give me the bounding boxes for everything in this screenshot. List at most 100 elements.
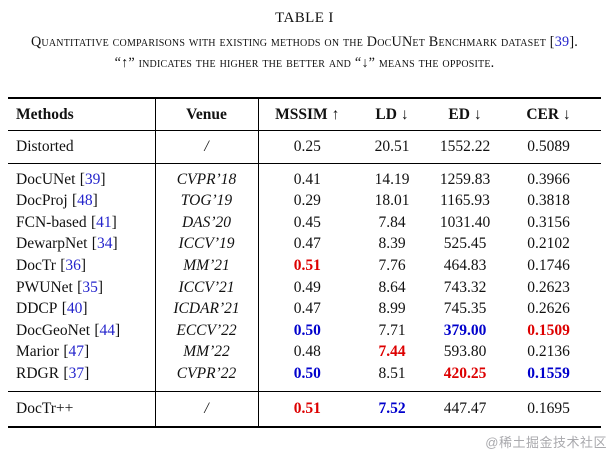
ed-value: 420.25 [443, 364, 487, 382]
ld-value: 7.71 [378, 321, 406, 339]
cer-value: 0.2102 [527, 235, 570, 253]
ours-group: DocTr++ / 0.51 7.52 447.47 0.1695 [8, 391, 601, 428]
cite-close-bracket: ] [92, 192, 98, 210]
table-caption: Quantitative comparisons with existing m… [27, 32, 583, 74]
method-name-cell: Marior [47] [8, 341, 155, 363]
method-name: FCN-based [16, 213, 87, 231]
citation-link[interactable]: 47 [68, 343, 85, 361]
table-row: DDCP [40] ICDAR’21 0.47 8.99 745.35 0.262… [8, 298, 601, 320]
ed-value: 1031.40 [439, 213, 491, 231]
ld-value: 8.39 [378, 235, 406, 253]
ld-value: 18.01 [374, 192, 410, 210]
up-arrow-icon: ↑ [331, 106, 340, 123]
header-ld: LD ↓ [356, 98, 428, 131]
cite-open-bracket: [ [79, 170, 85, 188]
citation-link[interactable]: 39 [84, 170, 101, 188]
header-ed-label: ED [448, 106, 470, 123]
venue-cell: CVPR’22 [154, 362, 259, 392]
header-mssim: MSSIM ↑ [258, 98, 356, 131]
table-row-doctrpp: DocTr++ / 0.51 7.52 447.47 0.1695 [8, 391, 601, 428]
cite-open-bracket: [ [60, 256, 66, 274]
citation-link[interactable]: 35 [82, 278, 98, 296]
watermark: @稀土掘金技术社区 [485, 435, 607, 450]
ed-value: 593.80 [443, 343, 487, 361]
method-name-cell: DDCP [40] [8, 298, 155, 320]
citation-link[interactable]: 40 [66, 300, 83, 318]
citation-link[interactable]: 44 [99, 321, 116, 339]
mssim-value: 0.47 [293, 300, 321, 318]
ld-value: 8.64 [378, 278, 406, 296]
mssim-value: 0.49 [293, 278, 321, 296]
citation-link[interactable]: 37 [68, 364, 85, 382]
header-cer-label: CER [526, 106, 560, 123]
citation-link[interactable]: 41 [96, 213, 112, 231]
ed-value: 743.32 [443, 278, 487, 296]
ed-value: 1165.93 [440, 192, 490, 210]
method-name: DocGeoNet [16, 321, 91, 339]
mssim-value: 0.51 [293, 399, 321, 417]
cite-close-bracket: ] [84, 364, 90, 382]
header-mssim-label: MSSIM [275, 106, 328, 123]
cite-open-bracket: [ [94, 321, 100, 339]
citation-link[interactable]: 48 [77, 192, 93, 210]
citation-link[interactable]: 39 [554, 34, 570, 50]
cite-open-bracket: [ [91, 235, 97, 253]
citation-link[interactable]: 34 [96, 235, 113, 253]
ed-value: 1259.83 [439, 170, 491, 188]
table-row: FCN-based [41] DAS’20 0.45 7.84 1031.40 0… [8, 211, 601, 234]
header-methods: Methods [16, 106, 74, 123]
cite-open-bracket: [ [72, 192, 78, 210]
method-name-cell: RDGR [37] [8, 363, 155, 391]
baseline-group: Distorted / 0.25 20.51 1552.22 0.5089 [8, 130, 601, 164]
method-name: DocTr [16, 256, 56, 274]
method-name: RDGR [16, 364, 60, 382]
header-ld-label: LD [375, 106, 397, 123]
caption-text-suffix: ]. “↑” indicates the higher the better a… [114, 34, 578, 71]
venue-cell: CVPR’18 [154, 163, 259, 191]
table-row: Marior [47] MM’22 0.48 7.44 593.80 0.2136 [8, 341, 601, 363]
table-title: TABLE I [275, 10, 334, 26]
venue-cell: ICDAR’21 [154, 298, 259, 320]
cer-value: 0.3156 [527, 213, 570, 231]
method-name: DDCP [16, 300, 58, 318]
method-name-cell: DewarpNet [34] [8, 233, 155, 255]
method-name-cell: DocGeoNet [44] [8, 320, 155, 342]
cer-value: 0.2626 [527, 300, 570, 318]
cite-open-bracket: [ [77, 278, 83, 296]
venue-cell: ECCV’22 [154, 319, 259, 342]
method-name: Distorted [16, 138, 74, 155]
ed-value: 745.35 [443, 300, 487, 318]
ld-value: 7.44 [378, 343, 406, 361]
cer-value: 0.3966 [527, 170, 570, 188]
ed-value: 525.45 [443, 235, 487, 253]
ld-value: 8.99 [378, 300, 406, 318]
caption-text-prefix: Quantitative comparisons with existing m… [30, 34, 555, 50]
cite-open-bracket: [ [90, 213, 97, 231]
cer-value: 0.1746 [527, 256, 570, 274]
table-row: PWUNet [35] ICCV’21 0.49 8.64 743.32 0.26… [8, 276, 601, 299]
down-arrow-icon: ↓ [473, 106, 482, 123]
table-row: DocProj [48] TOG’19 0.29 18.01 1165.93 0.… [8, 190, 601, 212]
cite-open-bracket: [ [61, 300, 67, 318]
citation-link[interactable]: 36 [65, 256, 81, 274]
header-ed: ED ↓ [428, 98, 512, 131]
ld-value: 7.76 [378, 256, 406, 274]
table-row: DocGeoNet [44] ECCV’22 0.50 7.71 379.00 0… [8, 319, 601, 342]
ld-value: 8.51 [378, 364, 406, 382]
cer-value: 0.1695 [527, 399, 570, 417]
cite-open-bracket: [ [63, 343, 69, 361]
mssim-value: 0.45 [293, 213, 321, 231]
method-name: DewarpNet [16, 235, 88, 253]
method-name: Marior [16, 343, 60, 361]
venue-cell: ICCV’21 [154, 276, 259, 299]
ld-value: 7.52 [378, 399, 406, 417]
cite-close-bracket: ] [111, 213, 117, 231]
ed-value: 464.83 [443, 256, 487, 274]
method-name-cell: DocUNet [39] [8, 163, 155, 190]
header-cer: CER ↓ [512, 98, 601, 131]
method-name: PWUNet [16, 278, 73, 296]
cer-value: 0.1559 [527, 364, 570, 382]
ed-value: 1552.22 [439, 138, 491, 155]
mssim-value: 0.50 [293, 321, 321, 339]
down-arrow-icon: ↓ [562, 106, 571, 123]
